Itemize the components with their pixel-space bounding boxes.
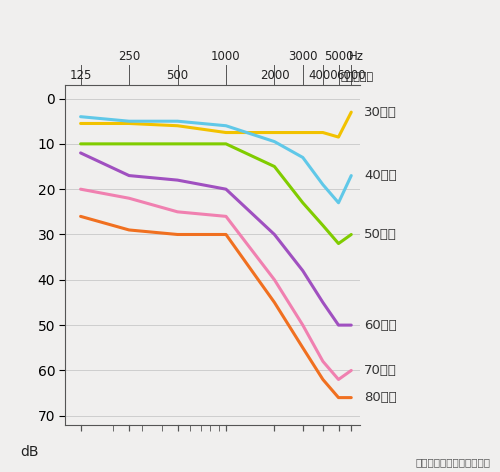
Text: 250: 250 xyxy=(118,50,140,63)
Text: 40才代: 40才代 xyxy=(364,169,396,182)
Text: 125: 125 xyxy=(70,68,92,82)
Text: 60才代: 60才代 xyxy=(364,319,396,332)
Text: 30才代: 30才代 xyxy=(364,106,397,118)
Text: （周波数）: （周波数） xyxy=(340,72,374,82)
Text: 1000: 1000 xyxy=(211,50,241,63)
Text: 70才代: 70才代 xyxy=(364,364,397,377)
Text: 500: 500 xyxy=(166,68,188,82)
Text: 80才代: 80才代 xyxy=(364,391,396,404)
Text: 5000: 5000 xyxy=(324,50,354,63)
Text: 2000: 2000 xyxy=(260,68,290,82)
Text: 聴覚検査法（第２版）より: 聴覚検査法（第２版）より xyxy=(415,457,490,467)
Text: 6000: 6000 xyxy=(336,68,366,82)
Text: 3000: 3000 xyxy=(288,50,318,63)
Text: 4000: 4000 xyxy=(308,68,338,82)
Text: 50才代: 50才代 xyxy=(364,228,397,241)
Text: dB: dB xyxy=(20,445,39,459)
Text: Hz: Hz xyxy=(350,50,364,63)
